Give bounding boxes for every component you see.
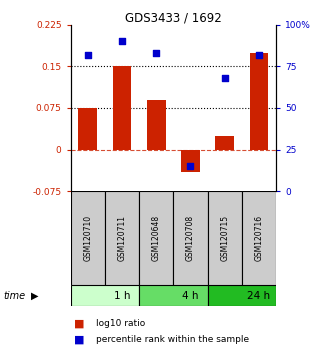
Point [188,163,193,169]
Bar [147,99,166,149]
Text: 24 h: 24 h [247,291,271,301]
Bar [242,191,276,285]
Point [222,75,227,81]
Bar [208,191,242,285]
Bar [181,149,200,172]
Point [119,39,125,44]
Text: GSM120708: GSM120708 [186,215,195,261]
Text: GSM120711: GSM120711 [117,215,126,261]
Text: log10 ratio: log10 ratio [96,319,145,329]
Text: 4 h: 4 h [182,291,199,301]
Bar [113,66,131,149]
Text: ■: ■ [74,319,84,329]
Text: percentile rank within the sample: percentile rank within the sample [96,335,249,344]
Bar [78,108,97,149]
Bar [215,136,234,149]
Text: GSM120648: GSM120648 [152,215,161,261]
Title: GDS3433 / 1692: GDS3433 / 1692 [125,12,222,25]
Point [256,52,262,58]
Bar [71,191,105,285]
Point [154,50,159,56]
Point [85,52,90,58]
Text: ■: ■ [74,335,84,345]
Bar [139,285,208,306]
Text: GSM120710: GSM120710 [83,215,92,261]
Bar [208,285,276,306]
Text: GSM120716: GSM120716 [255,215,264,261]
Bar [71,285,139,306]
Bar [139,191,173,285]
Bar [249,52,268,149]
Text: GSM120715: GSM120715 [220,215,229,261]
Text: 1 h: 1 h [114,291,130,301]
Bar [173,191,208,285]
Text: ▶: ▶ [30,291,38,301]
Text: time: time [3,291,25,301]
Bar [105,191,139,285]
